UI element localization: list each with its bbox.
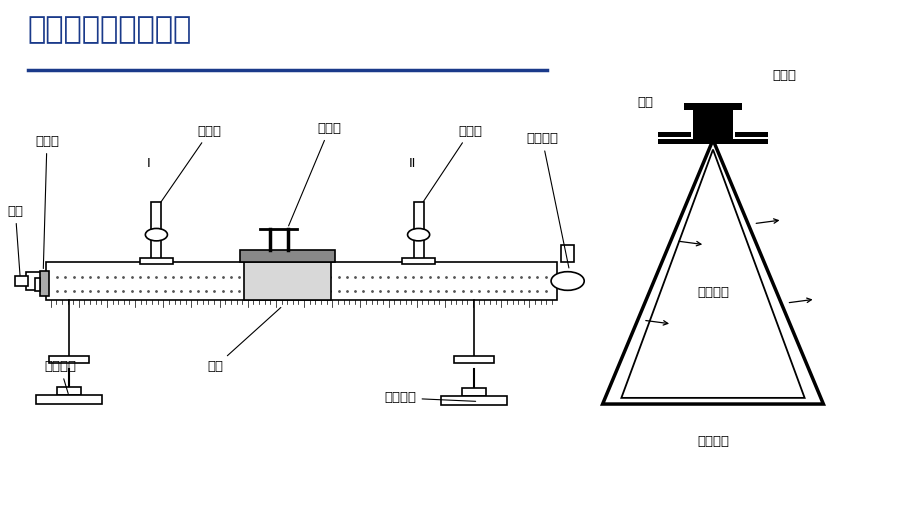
Bar	[57, 387, 81, 395]
Text: 气垫滑轮: 气垫滑轮	[526, 133, 568, 268]
Polygon shape	[602, 140, 823, 404]
Bar	[734, 132, 767, 137]
Bar	[49, 356, 89, 363]
Bar	[684, 103, 741, 110]
Bar	[15, 277, 28, 286]
Bar	[414, 202, 424, 262]
Circle shape	[145, 228, 167, 241]
Bar	[461, 388, 485, 396]
Text: 滑块: 滑块	[207, 308, 280, 373]
Text: 进气: 进气	[7, 205, 23, 276]
Bar	[657, 139, 767, 144]
Bar	[40, 271, 49, 296]
Text: 滑块: 滑块	[637, 96, 652, 109]
Bar	[140, 258, 173, 264]
Circle shape	[407, 228, 429, 241]
Bar	[657, 132, 690, 137]
Text: 光电门: 光电门	[161, 125, 221, 203]
Bar	[709, 109, 716, 111]
Bar	[240, 250, 335, 262]
Text: Ⅱ: Ⅱ	[409, 157, 414, 170]
Bar	[453, 356, 494, 363]
Text: 挡光片: 挡光片	[289, 122, 341, 226]
Bar	[36, 395, 102, 404]
Text: 缓冲器: 缓冲器	[35, 135, 59, 268]
Polygon shape	[620, 150, 804, 398]
Bar	[561, 245, 573, 262]
Text: 压缩空气: 压缩空气	[697, 286, 728, 299]
Text: 底脚螺丝: 底脚螺丝	[384, 392, 475, 405]
Text: Ⅰ: Ⅰ	[147, 157, 151, 170]
Circle shape	[550, 272, 584, 291]
Bar	[692, 110, 732, 140]
Bar	[402, 258, 435, 264]
Text: 光电门: 光电门	[423, 125, 482, 203]
Bar	[26, 272, 46, 291]
Text: 气垫导轨装置原理图: 气垫导轨装置原理图	[28, 16, 192, 45]
Text: 底脚螺丝: 底脚螺丝	[44, 361, 76, 394]
Text: 挡光片: 挡光片	[772, 68, 796, 82]
Bar	[151, 202, 162, 262]
Bar	[244, 262, 331, 300]
Bar	[46, 262, 556, 300]
Text: 气垫导轨: 气垫导轨	[697, 435, 728, 448]
Bar	[35, 278, 40, 291]
Bar	[440, 396, 506, 405]
